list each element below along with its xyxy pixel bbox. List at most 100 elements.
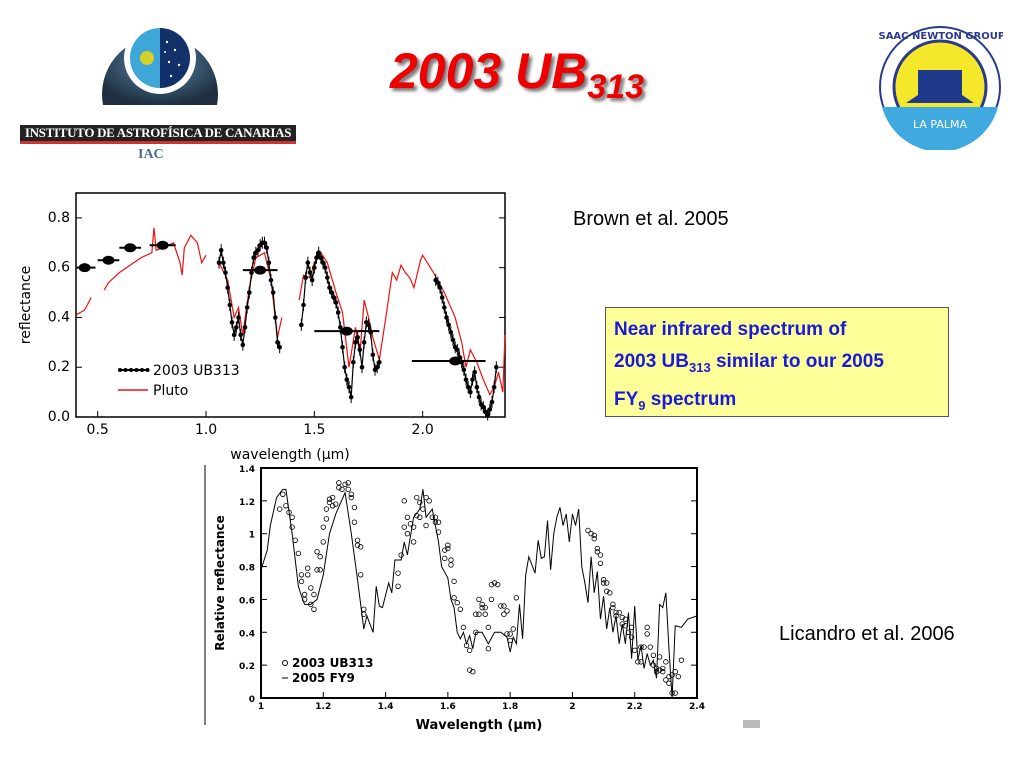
- ub313-circle: [417, 514, 423, 520]
- ub313-circle: [348, 491, 355, 497]
- ub313-circle: [398, 552, 404, 558]
- y-tick-label: 0: [249, 695, 255, 705]
- ub313-circle: [435, 519, 442, 525]
- photometry-point: [449, 356, 462, 366]
- ub313-circle: [597, 552, 604, 558]
- y-axis-label: reflectance: [18, 266, 34, 344]
- ub313-circle: [305, 565, 311, 571]
- ub313-circle: [333, 501, 339, 507]
- ub313-circle: [594, 545, 601, 552]
- ub313-circle: [345, 480, 351, 486]
- ub313-circle: [410, 539, 417, 545]
- ub313-point: [264, 245, 269, 251]
- ub313-circle: [301, 591, 308, 598]
- ub313-circle: [417, 499, 423, 506]
- ub313-point: [218, 247, 224, 253]
- ub313-circle: [660, 669, 666, 675]
- ub313-circle: [289, 514, 295, 520]
- ub313-point: [351, 359, 356, 365]
- ub313-point: [494, 364, 499, 370]
- ub313-circle: [660, 665, 666, 672]
- ub313-point: [448, 330, 454, 335]
- ub313-circle: [286, 509, 292, 516]
- ub313-circle: [339, 486, 345, 493]
- ub313-point: [273, 315, 278, 320]
- ub313-point: [374, 364, 380, 370]
- ub313-circle: [507, 637, 513, 644]
- ub313-circle: [473, 629, 479, 635]
- y-tick-label: 0.6: [239, 596, 255, 606]
- ub313-point: [244, 305, 250, 310]
- ub313-circle: [672, 669, 678, 675]
- iac-logo: [102, 22, 218, 105]
- ub313-circle: [491, 580, 498, 586]
- ub313-point: [305, 260, 311, 265]
- ub313-circle: [638, 659, 644, 665]
- ub313-circle: [650, 652, 657, 658]
- telescope-icon: [906, 70, 974, 103]
- ub313-circle: [336, 480, 342, 486]
- ub313-point: [227, 302, 233, 308]
- ub313-circle: [672, 690, 678, 696]
- ub313-point: [307, 270, 313, 275]
- ub313-circle: [504, 608, 510, 614]
- ub313-point: [446, 322, 451, 328]
- ub313-circle: [429, 514, 435, 520]
- photometry-point: [340, 326, 353, 336]
- legend-ub313: 2003 UB313: [292, 656, 374, 670]
- ub313-circle: [466, 667, 473, 673]
- chart-licandro: Relative reflectance Wavelength (μm) 200…: [204, 465, 760, 733]
- ub313-point: [277, 345, 282, 350]
- ub313-circle: [298, 572, 305, 578]
- ub313-circle: [314, 549, 320, 555]
- ub313-point: [442, 305, 447, 310]
- ub313-circle: [435, 529, 442, 535]
- photometry-point: [254, 265, 267, 275]
- ub313-circle: [479, 604, 485, 611]
- ub313-circle: [653, 665, 660, 672]
- ub313-circle: [460, 624, 467, 631]
- ub313-circle: [326, 499, 333, 506]
- ub313-circle: [361, 606, 367, 612]
- legend-marker: [145, 368, 150, 372]
- ub313-point: [266, 260, 272, 265]
- ub313-circle: [613, 609, 619, 616]
- ub313-point: [314, 255, 319, 261]
- ub313-circle: [301, 596, 308, 603]
- ub313-point: [342, 364, 347, 370]
- ing-logo: LA PALMA ISAAC NEWTON GROUP: [878, 26, 1003, 150]
- ub313-circle: [653, 669, 660, 675]
- y-tick-label: 1.4: [239, 465, 255, 475]
- ub313-circle: [354, 537, 361, 543]
- ub313-point: [249, 270, 254, 275]
- ub313-circle: [295, 550, 302, 557]
- legend-ub313: 2003 UB313: [153, 363, 240, 379]
- ub313-point: [489, 399, 495, 405]
- pluto-line: [103, 227, 207, 291]
- ub313-circle: [594, 549, 601, 555]
- ub313-point: [318, 255, 324, 261]
- ub313-circle: [610, 601, 616, 608]
- ub313-circle: [628, 624, 635, 631]
- ub313-circle: [289, 524, 295, 530]
- stars-icon: [164, 40, 181, 78]
- ub313-point: [450, 337, 456, 343]
- x-tick-label: 2: [569, 702, 575, 712]
- legend-pluto: Pluto: [153, 383, 188, 399]
- ub313-circle: [498, 603, 504, 609]
- ub313-circle: [485, 646, 492, 652]
- y-tick-label: 0.6: [48, 260, 70, 276]
- ub313-circle: [479, 601, 485, 608]
- legend-marker: [129, 368, 133, 372]
- ub313-circle: [603, 588, 610, 594]
- ub313-point: [251, 255, 256, 261]
- x-tick-label: 2.4: [689, 702, 705, 712]
- ub313-circle: [317, 567, 323, 573]
- ub313-point: [437, 285, 443, 290]
- ub313-circle: [597, 560, 604, 566]
- ub313-circle: [342, 481, 348, 488]
- ub313-circle: [482, 611, 488, 617]
- ub313-circle: [619, 621, 625, 627]
- ub313-circle: [407, 521, 414, 527]
- plot-frame: [260, 467, 698, 699]
